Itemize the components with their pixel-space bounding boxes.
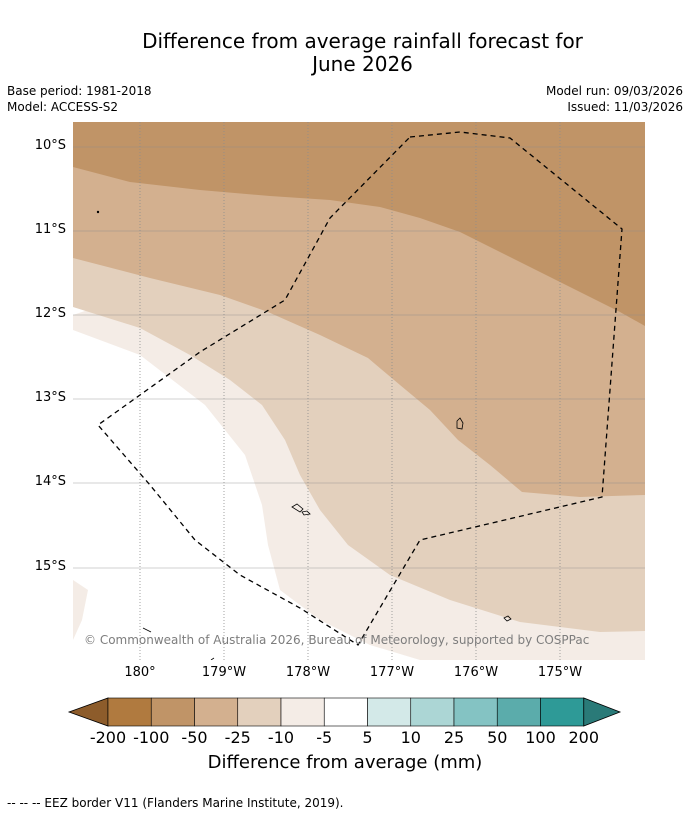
- colorbar-extend-high: [583, 697, 622, 727]
- title-line-1: Difference from average rainfall forecas…: [142, 29, 583, 53]
- metadata-left: Base period: 1981-2018 Model: ACCESS-S2: [7, 83, 152, 115]
- model-run: Model run: 09/03/2026: [545, 84, 683, 98]
- island-futuna: [291, 503, 304, 513]
- copyright-notice: © Commonwealth of Australia 2026, Bureau…: [84, 633, 590, 647]
- colorbar-tick-label: 10: [400, 728, 421, 747]
- colorbar-cell: [280, 697, 325, 727]
- lat-label-10s: 10°S: [34, 138, 66, 153]
- lat-label-15s: 15°S: [34, 559, 66, 574]
- islands: [96, 210, 512, 660]
- colorbar-cell: [367, 697, 412, 727]
- colorbar-cell: [453, 697, 498, 727]
- colorbar-cell: [150, 697, 195, 727]
- issued-date: Issued: 11/03/2026: [567, 100, 683, 114]
- island-dot-nw: [96, 210, 100, 214]
- island-alofi: [301, 510, 311, 516]
- colorbar-cell: [194, 697, 239, 727]
- lon-label-177w: 177°W: [369, 665, 415, 680]
- colorbar-cell: [237, 697, 282, 727]
- lat-label-13s: 13°S: [34, 390, 66, 405]
- island-wallis: [456, 417, 464, 430]
- band-minus100-minus50: [73, 122, 645, 326]
- colorbar-tick-label: 50: [487, 728, 508, 747]
- colorbar-tick-label: 25: [443, 728, 465, 747]
- colorbar-tick-label: 5: [362, 728, 373, 747]
- lon-label-178w: 178°W: [285, 665, 331, 680]
- eez-border: [97, 131, 623, 646]
- colorbar-tick-label: -25: [224, 728, 251, 747]
- colorbar-label: Difference from average (mm): [207, 752, 483, 773]
- lon-label-179w: 179°W: [201, 665, 247, 680]
- island-sliver-s: [210, 657, 215, 660]
- base-period: Base period: 1981-2018: [7, 84, 152, 98]
- colorbar-tick-label: 200: [568, 728, 600, 747]
- title-line-2: June 2026: [312, 52, 413, 76]
- model-name: Model: ACCESS-S2: [7, 100, 119, 114]
- lon-label-175w: 175°W: [537, 665, 583, 680]
- lat-label-12s: 12°S: [34, 306, 66, 321]
- metadata-right: Model run: 09/03/2026 Issued: 11/03/2026: [546, 83, 683, 115]
- colorbar-cell: [107, 697, 152, 727]
- colorbar-tick-label: -10: [267, 728, 295, 747]
- patch-bottom-left: [73, 580, 88, 640]
- colorbar-cell: [496, 697, 541, 727]
- lon-label-180: 180°: [124, 665, 156, 680]
- colorbar-cell: [540, 697, 585, 727]
- colorbar-tick-label: -100: [133, 728, 170, 747]
- eez-legend-note: -- -- -- EEZ border V11 (Flanders Marine…: [7, 796, 344, 810]
- colorbar-tick-label: 100: [525, 728, 556, 747]
- lon-label-176w: 176°W: [453, 665, 499, 680]
- rainfall-contours: [73, 122, 645, 660]
- lat-label-14s: 14°S: [34, 474, 66, 489]
- colorbar-extend-low: [67, 697, 109, 727]
- chart-title: Difference from average rainfall forecas…: [0, 30, 690, 76]
- island-small-se: [503, 615, 512, 622]
- colorbar-tick-label: -5: [316, 728, 333, 747]
- colorbar-tick-label: -200: [89, 728, 127, 747]
- colorbar-tick-label: -50: [181, 728, 208, 747]
- colorbar-cell: [323, 697, 368, 727]
- island-sliver-sw: [142, 627, 152, 633]
- lat-label-11s: 11°S: [34, 222, 66, 237]
- latitude-gridlines: [73, 146, 645, 569]
- colorbar-cell: [410, 697, 455, 727]
